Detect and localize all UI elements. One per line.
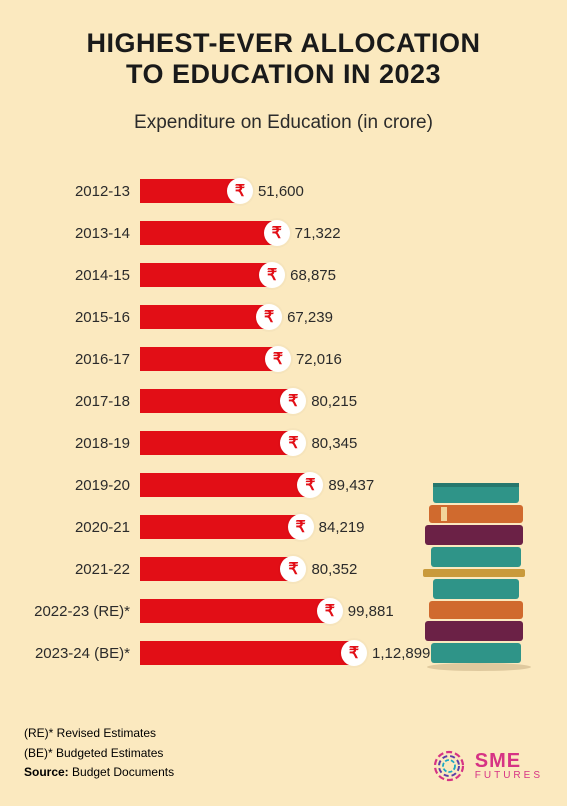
logo-sme: SME: [475, 752, 543, 771]
source-text: Budget Documents: [69, 765, 174, 779]
rupee-icon: ₹: [288, 514, 314, 540]
value-label: 80,215: [311, 393, 357, 410]
year-label: 2018-19: [0, 435, 140, 452]
value-label: 89,437: [328, 477, 374, 494]
rupee-icon: ₹: [317, 598, 343, 624]
logo-ring-icon: [431, 748, 467, 784]
logo-futures: FUTURES: [475, 771, 543, 781]
rupee-icon: ₹: [265, 346, 291, 372]
rupee-icon: ₹: [264, 220, 290, 246]
bar: ₹: [140, 221, 273, 245]
year-label: 2013-14: [0, 225, 140, 242]
year-label: 2020-21: [0, 519, 140, 536]
chart-row: 2016-17₹72,016: [0, 338, 567, 380]
value-label: 80,352: [311, 561, 357, 578]
subtitle: Expenditure on Education (in crore): [0, 112, 567, 134]
books-illustration: [419, 471, 539, 676]
bar: ₹: [140, 641, 350, 665]
bar: ₹: [140, 431, 289, 455]
bar: ₹: [140, 389, 289, 413]
chart-row: 2017-18₹80,215: [0, 380, 567, 422]
year-label: 2012-13: [0, 183, 140, 200]
logo-text: SME FUTURES: [475, 752, 543, 781]
value-label: 72,016: [296, 351, 342, 368]
chart-row: 2013-14₹71,322: [0, 212, 567, 254]
rupee-icon: ₹: [341, 640, 367, 666]
brand-logo: SME FUTURES: [431, 748, 543, 784]
bar: ₹: [140, 179, 236, 203]
footnote-re: (RE)* Revised Estimates: [24, 724, 174, 743]
chart-row: 2015-16₹67,239: [0, 296, 567, 338]
year-label: 2015-16: [0, 309, 140, 326]
rupee-icon: ₹: [280, 430, 306, 456]
chart-row: 2014-15₹68,875: [0, 254, 567, 296]
value-label: 67,239: [287, 309, 333, 326]
rupee-icon: ₹: [256, 304, 282, 330]
bar: ₹: [140, 557, 289, 581]
footnotes: (RE)* Revised Estimates (BE)* Budgeted E…: [24, 724, 174, 782]
source-label: Source:: [24, 765, 69, 779]
year-label: 2017-18: [0, 393, 140, 410]
main-title: HIGHEST-EVER ALLOCATION TO EDUCATION IN …: [0, 0, 567, 90]
value-label: 51,600: [258, 183, 304, 200]
rupee-icon: ₹: [227, 178, 253, 204]
bar: ₹: [140, 515, 297, 539]
chart-row: 2018-19₹80,345: [0, 422, 567, 464]
year-label: 2019-20: [0, 477, 140, 494]
books-icon: [419, 471, 539, 671]
bar: ₹: [140, 599, 326, 623]
value-label: 99,881: [348, 603, 394, 620]
bar: ₹: [140, 347, 274, 371]
title-line2: TO EDUCATION IN 2023: [126, 59, 441, 89]
footnote-source: Source: Budget Documents: [24, 763, 174, 782]
bar: ₹: [140, 263, 268, 287]
footnote-be: (BE)* Budgeted Estimates: [24, 744, 174, 763]
value-label: 71,322: [295, 225, 341, 242]
chart-row: 2012-13₹51,600: [0, 170, 567, 212]
rupee-icon: ₹: [280, 556, 306, 582]
value-label: 84,219: [319, 519, 365, 536]
year-label: 2014-15: [0, 267, 140, 284]
value-label: 68,875: [290, 267, 336, 284]
year-label: 2021-22: [0, 561, 140, 578]
year-label: 2023-24 (BE)*: [0, 645, 140, 662]
title-line1: HIGHEST-EVER ALLOCATION: [86, 28, 480, 58]
rupee-icon: ₹: [280, 388, 306, 414]
infographic-canvas: HIGHEST-EVER ALLOCATION TO EDUCATION IN …: [0, 0, 567, 806]
bar: ₹: [140, 473, 306, 497]
rupee-icon: ₹: [259, 262, 285, 288]
rupee-icon: ₹: [297, 472, 323, 498]
year-label: 2016-17: [0, 351, 140, 368]
year-label: 2022-23 (RE)*: [0, 603, 140, 620]
value-label: 80,345: [311, 435, 357, 452]
bar: ₹: [140, 305, 265, 329]
